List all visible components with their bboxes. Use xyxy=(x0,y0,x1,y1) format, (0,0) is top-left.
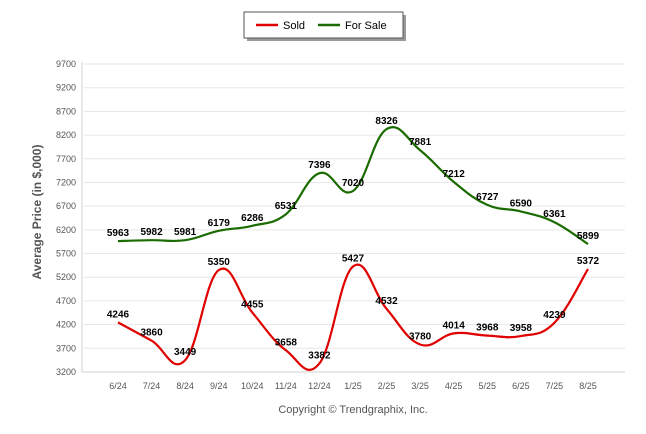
data-label-sold: 5427 xyxy=(342,253,365,264)
x-tick-label: 7/25 xyxy=(546,381,564,391)
x-tick-label: 1/25 xyxy=(344,381,362,391)
x-tick-label: 9/24 xyxy=(210,381,228,391)
x-tick-label: 12/24 xyxy=(308,381,331,391)
data-label-for-sale: 6727 xyxy=(476,192,499,203)
data-label-sold: 3780 xyxy=(409,332,432,343)
legend-label-sold: Sold xyxy=(283,20,305,32)
x-tick-label: 7/24 xyxy=(143,381,161,391)
y-axis-ticks: 3200 3700 4200 4700 5200 5700 6200 6700 7200 7700… xyxy=(56,59,76,377)
x-tick-label: 4/25 xyxy=(445,381,463,391)
y-tick-label: 7700 xyxy=(56,154,76,164)
data-label-sold: 3958 xyxy=(510,323,533,334)
copyright-footer: Copyright © Trendgraphix, Inc. xyxy=(278,404,427,416)
y-tick-label: 7200 xyxy=(56,177,76,187)
series-lines xyxy=(117,126,589,371)
y-tick-label: 5200 xyxy=(56,272,76,282)
data-label-sold: 3968 xyxy=(476,323,499,334)
data-label-sold: 4014 xyxy=(443,320,466,331)
data-label-for-sale: 6590 xyxy=(510,198,533,209)
x-axis-ticks: 6/24 7/24 8/24 9/24 10/24 11/24 12/24 1/25 2/25 3… xyxy=(109,381,597,391)
y-tick-label: 4700 xyxy=(56,296,76,306)
y-tick-label: 8700 xyxy=(56,106,76,116)
y-tick-label: 9700 xyxy=(56,59,76,69)
data-label-for-sale: 5899 xyxy=(577,231,600,242)
data-label-for-sale: 7020 xyxy=(342,178,365,189)
x-tick-label: 8/25 xyxy=(579,381,597,391)
y-tick-label: 6700 xyxy=(56,201,76,211)
data-label-sold: 4455 xyxy=(241,300,264,311)
data-label-for-sale: 6179 xyxy=(208,218,231,229)
data-label-for-sale: 7881 xyxy=(409,137,432,148)
legend: Sold For Sale xyxy=(243,11,406,41)
data-label-sold: 3658 xyxy=(275,337,298,348)
x-tick-label: 2/25 xyxy=(378,381,396,391)
data-label-sold: 5350 xyxy=(208,257,231,268)
series-line-sold xyxy=(117,263,589,371)
y-tick-label: 8200 xyxy=(56,130,76,140)
x-tick-label: 6/24 xyxy=(109,381,127,391)
data-label-sold: 4246 xyxy=(107,309,130,320)
data-labels: 4246 3860 3449 5350 4455 3658 3382 5427 4532 3780… xyxy=(107,116,600,361)
data-label-sold: 3449 xyxy=(174,347,197,358)
data-label-sold: 5372 xyxy=(577,256,600,267)
data-label-for-sale: 5981 xyxy=(174,227,197,238)
y-tick-label: 5700 xyxy=(56,249,76,259)
data-label-sold: 4239 xyxy=(543,310,566,321)
data-label-for-sale: 5963 xyxy=(107,228,130,239)
x-tick-label: 10/24 xyxy=(241,381,264,391)
y-tick-label: 6200 xyxy=(56,225,76,235)
grid-lines xyxy=(81,62,625,373)
data-label-for-sale: 8326 xyxy=(375,116,398,127)
data-label-for-sale: 5982 xyxy=(140,227,163,238)
x-tick-label: 5/25 xyxy=(479,381,497,391)
data-label-for-sale: 6531 xyxy=(275,201,298,212)
data-label-for-sale: 7396 xyxy=(308,160,331,171)
series-line-for-sale xyxy=(117,126,589,246)
y-tick-label: 4200 xyxy=(56,320,76,330)
y-axis-label: Average Price (in $,000) xyxy=(30,145,44,280)
data-label-for-sale: 6286 xyxy=(241,213,264,224)
y-tick-label: 3700 xyxy=(56,343,76,353)
x-tick-label: 6/25 xyxy=(512,381,530,391)
legend-label-for-sale: For Sale xyxy=(345,20,387,32)
x-tick-label: 3/25 xyxy=(411,381,429,391)
data-label-sold: 3382 xyxy=(308,350,331,361)
x-tick-label: 8/24 xyxy=(176,381,194,391)
y-tick-label: 3200 xyxy=(56,367,76,377)
data-label-for-sale: 7212 xyxy=(443,169,466,180)
data-label-sold: 4532 xyxy=(375,296,398,307)
x-tick-label: 11/24 xyxy=(275,381,297,391)
y-tick-label: 9200 xyxy=(56,83,76,93)
data-label-sold: 3860 xyxy=(140,328,163,339)
data-label-for-sale: 6361 xyxy=(543,209,566,220)
